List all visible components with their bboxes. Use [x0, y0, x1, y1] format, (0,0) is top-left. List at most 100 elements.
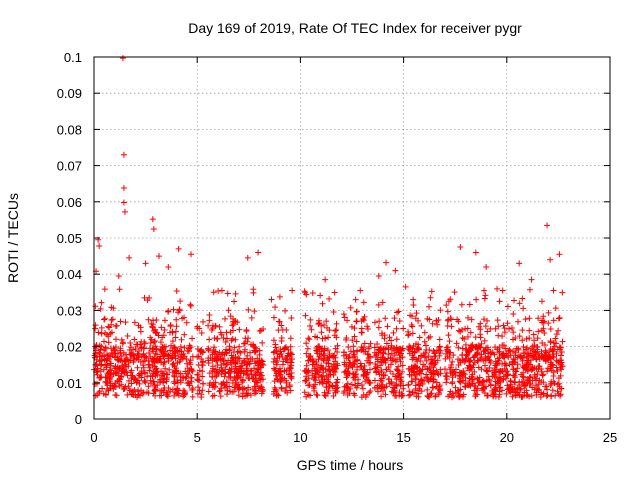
data-point — [236, 326, 243, 333]
data-point — [474, 385, 481, 392]
data-point — [503, 362, 510, 369]
data-point — [504, 320, 511, 327]
data-point — [503, 390, 510, 397]
data-point — [357, 363, 364, 370]
data-point — [352, 296, 359, 303]
data-point — [141, 294, 148, 301]
data-point — [353, 338, 360, 345]
data-point — [245, 387, 252, 394]
data-point — [103, 374, 110, 381]
data-point — [428, 288, 435, 295]
data-point — [344, 368, 351, 375]
data-point — [105, 339, 112, 346]
data-point — [390, 388, 397, 395]
data-point — [312, 381, 319, 388]
data-point — [287, 335, 294, 342]
data-point — [222, 338, 229, 345]
data-point — [224, 361, 231, 368]
data-point — [487, 325, 494, 332]
data-point — [486, 356, 493, 363]
data-point — [393, 356, 400, 363]
data-point — [199, 348, 206, 355]
data-point — [481, 287, 488, 294]
data-point — [371, 319, 378, 326]
data-point — [116, 382, 123, 389]
data-point — [194, 390, 201, 397]
data-point — [232, 336, 239, 343]
data-point — [112, 323, 119, 330]
data-point — [377, 377, 384, 384]
data-point — [408, 367, 415, 374]
data-point — [99, 385, 106, 392]
data-point — [341, 359, 348, 366]
data-point — [235, 386, 242, 393]
y-tick-label: 0.03 — [57, 303, 82, 318]
data-point — [392, 373, 399, 380]
data-point — [149, 324, 156, 331]
data-point — [223, 350, 230, 357]
data-point — [195, 377, 202, 384]
data-point — [175, 245, 182, 252]
data-point — [399, 354, 406, 361]
data-point — [367, 340, 374, 347]
data-point — [527, 361, 534, 368]
data-point — [235, 348, 242, 355]
data-point — [529, 365, 536, 372]
data-point — [353, 318, 360, 325]
data-point — [321, 389, 328, 396]
data-point — [305, 357, 312, 364]
data-point — [552, 392, 559, 399]
data-point — [412, 376, 419, 383]
data-point — [149, 373, 156, 380]
data-point — [251, 344, 258, 351]
data-point — [157, 379, 164, 386]
data-point — [500, 342, 507, 349]
data-point — [306, 336, 313, 343]
data-point — [351, 325, 358, 332]
data-point — [420, 351, 427, 358]
data-point — [176, 306, 183, 313]
data-point — [316, 352, 323, 359]
data-point — [466, 367, 473, 374]
data-point — [185, 348, 192, 355]
data-point — [195, 384, 202, 391]
data-point — [550, 317, 557, 324]
data-point — [278, 322, 285, 329]
data-point — [162, 365, 169, 372]
data-point — [358, 318, 365, 325]
data-point — [210, 289, 217, 296]
data-point — [303, 362, 310, 369]
data-point — [304, 345, 311, 352]
data-point — [428, 369, 435, 376]
data-point — [281, 346, 288, 353]
data-point — [499, 333, 506, 340]
data-point — [385, 351, 392, 358]
data-point — [519, 373, 526, 380]
data-point — [466, 301, 473, 308]
data-point — [271, 384, 278, 391]
data-point — [161, 359, 168, 366]
data-point — [473, 296, 480, 303]
data-point — [151, 338, 158, 345]
data-point — [383, 340, 390, 347]
data-point — [554, 388, 561, 395]
data-point — [544, 222, 551, 229]
data-point — [364, 323, 371, 330]
data-point — [136, 380, 143, 387]
data-point — [310, 385, 317, 392]
data-point — [393, 376, 400, 383]
data-point — [206, 370, 213, 377]
data-point — [184, 370, 191, 377]
data-point — [230, 349, 237, 356]
data-point — [152, 386, 159, 393]
data-point — [134, 388, 141, 395]
data-point — [258, 327, 265, 334]
data-point — [449, 358, 456, 365]
data-point — [350, 354, 357, 361]
data-point — [521, 383, 528, 390]
data-point — [252, 369, 259, 376]
data-point — [183, 319, 190, 326]
data-point — [134, 364, 141, 371]
data-point — [217, 356, 224, 363]
data-point — [122, 319, 129, 326]
